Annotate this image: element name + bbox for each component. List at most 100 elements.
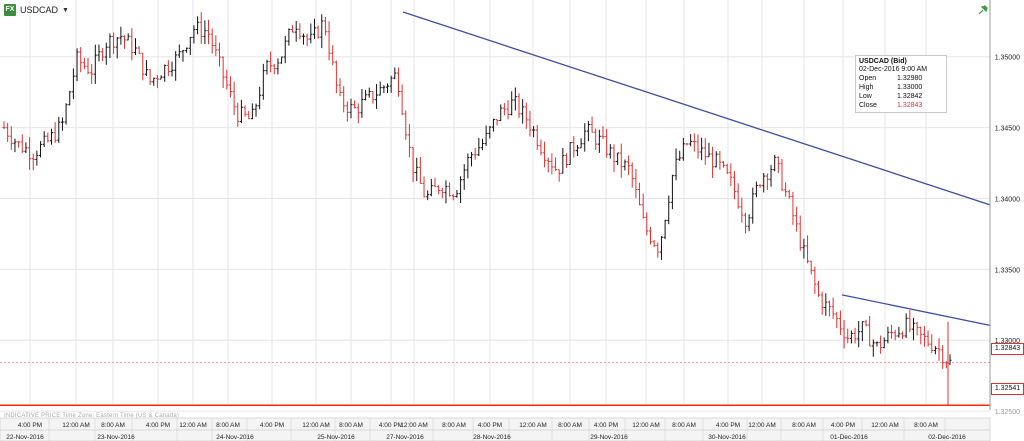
x-tick-label: 8:00 AM [672, 422, 696, 429]
ohlc-bar [378, 81, 382, 96]
ohlc-bar [214, 35, 218, 57]
ohlc-bar [126, 33, 130, 41]
ohlc-bar [75, 48, 79, 82]
ohlc-bar [627, 155, 631, 175]
ohlc-bar [612, 144, 616, 172]
x-tick-label: 4:00 PM [379, 422, 403, 429]
date-label: 27-Nov-2016 [386, 434, 424, 441]
chart-header[interactable]: FX USDCAD ▼ [4, 3, 69, 17]
ohlc-bar [280, 56, 284, 64]
ohlc-bar [740, 197, 744, 223]
ohlc-bar [415, 157, 419, 182]
ohlc-bar [842, 320, 846, 349]
ohlc-bar [239, 99, 243, 124]
ohlc-bar [784, 182, 788, 197]
ohlc-bar [49, 128, 53, 145]
ohlc-bar [137, 46, 141, 54]
ohlc-bar [39, 141, 43, 158]
ohlc-bar [133, 38, 137, 56]
ohlc-bar [743, 212, 747, 234]
ohlc-bar [422, 176, 426, 198]
ohlc-bar [579, 138, 583, 149]
ohlc-bar [838, 310, 842, 335]
ohlc-bar [656, 242, 660, 258]
ohlc-bar [674, 148, 678, 181]
ohlc-bar [718, 151, 722, 170]
ohlc-bar [360, 89, 364, 118]
ohlc-bar [389, 75, 393, 93]
ohlc-bar [754, 181, 758, 198]
ohlc-bar [941, 345, 945, 369]
close-label: Close [859, 102, 877, 109]
ohlc-bar [407, 123, 411, 158]
ohlc-bar [827, 300, 831, 317]
ohlc-bar [265, 59, 269, 75]
low-label: Low [859, 93, 872, 100]
ohlc-bar [60, 117, 64, 131]
ohlc-bar [747, 214, 751, 232]
ohlc-bar [871, 339, 875, 357]
ohlc-bar [57, 116, 61, 143]
ohlc-bar [470, 151, 474, 167]
ohlc-bar [700, 137, 704, 161]
chevron-down-icon[interactable]: ▼ [62, 6, 69, 14]
ohlc-bar [667, 195, 671, 225]
ohlc-bar [473, 147, 477, 160]
ohlc-bar [824, 293, 828, 316]
ohlc-bar [922, 326, 926, 347]
x-tick-label: 8:00 AM [558, 422, 582, 429]
close-value: 1.32843 [897, 102, 923, 109]
ohlc-bar [575, 145, 579, 157]
ohlc-bar [159, 75, 163, 80]
ohlc-bar [776, 156, 780, 174]
ohlc-bar [605, 128, 609, 158]
ohlc-bar [868, 316, 872, 347]
ohlc-bar [696, 134, 700, 159]
ohlc-bar [462, 164, 466, 190]
ohlc-bar [148, 69, 152, 85]
ohlc-bar [170, 61, 174, 77]
ohlc-bar [809, 260, 813, 275]
ohlc-bar [835, 312, 839, 329]
grid-lines [0, 0, 990, 412]
ohlc-bar [594, 128, 598, 150]
ohlc-bar [79, 47, 83, 73]
ohlc-bar [488, 125, 492, 139]
ohlc-bar [6, 122, 10, 142]
ohlc-bar [787, 189, 791, 199]
y-tick-label: 1.33000 [995, 338, 1020, 345]
ohlc-bar [192, 25, 196, 44]
ohlc-bar [685, 143, 689, 146]
ohlc-bar [532, 126, 536, 138]
ohlc-bar [9, 126, 13, 150]
ohlc-bar [711, 146, 715, 178]
ohlc-bar [484, 125, 488, 146]
ohlc-bar [123, 35, 127, 49]
x-tick-label: 8:00 AM [792, 422, 816, 429]
ohlc-bar [426, 190, 430, 201]
ohlc-bar [879, 335, 883, 354]
ohlc-bar [210, 28, 214, 54]
date-label: 22-Nov-2016 [6, 434, 44, 441]
ohlc-bar [583, 123, 587, 152]
ohlc-bar [93, 44, 97, 84]
ohlc-bar [71, 68, 75, 100]
ohlc-bar [535, 124, 539, 150]
ohlc-bar [305, 33, 309, 47]
ohlc-bar [619, 143, 623, 178]
ohlc-bar [276, 58, 280, 75]
ohlc-bar [243, 105, 247, 117]
date-label: 02-Dec-2016 [928, 434, 966, 441]
ohlc-bar [707, 142, 711, 158]
ohlc-bar [670, 174, 674, 210]
pin-icon[interactable] [977, 4, 989, 16]
ohlc-bar [521, 99, 525, 124]
x-tick-label: 8:00 AM [442, 422, 466, 429]
ohlc-bar [561, 147, 565, 174]
ohlc-bar [312, 18, 316, 39]
ohlc-bar [316, 25, 320, 39]
ohlc-bar [411, 146, 415, 183]
ohlc-bar [404, 110, 408, 140]
low-value: 1.32842 [897, 93, 923, 100]
